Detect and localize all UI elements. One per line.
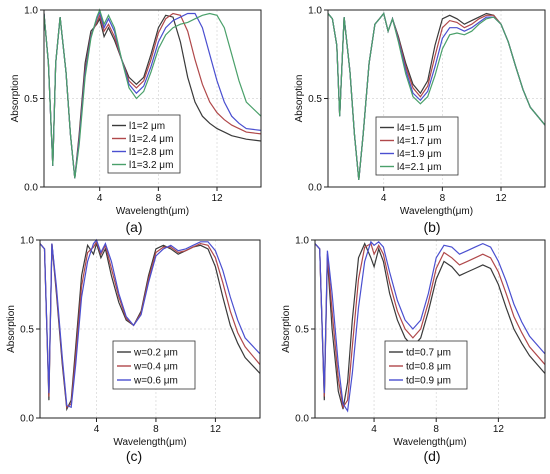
y-tick-label: 0.5 [24, 94, 38, 105]
y-axis-label: Absorption [294, 75, 305, 123]
y-tick-label: 0.0 [308, 183, 322, 194]
x-tick-label: 4 [94, 424, 100, 435]
x-tick-label: 12 [211, 193, 223, 204]
chart-panel-b: 4 8 12 0.0 0.5 1.0 Wavelength(μm) Absorption l4=… [294, 6, 546, 235]
y-axis-label: Absorption [10, 75, 21, 123]
x-tick-label: 12 [495, 193, 507, 204]
x-tick-label: 4 [381, 193, 387, 204]
x-tick-label: 4 [371, 424, 377, 435]
legend-entry: w=0.4 μm [133, 362, 178, 373]
series-line-1 [315, 242, 545, 410]
legend-entry: w=0.6 μm [133, 376, 178, 387]
series-line-3 [40, 238, 260, 409]
x-tick-label: 12 [210, 424, 222, 435]
series-line-4 [328, 12, 545, 180]
y-axis-label: Absorption [6, 305, 17, 353]
legend-entry: l4=1.7 μm [397, 136, 441, 147]
y-tick-label: 0.0 [24, 183, 38, 194]
x-tick-label: 4 [97, 193, 103, 204]
y-tick-label: 0.5 [20, 325, 34, 336]
x-tick-label: 12 [493, 424, 505, 435]
legend-box [375, 116, 459, 176]
legend-entry: td=0.7 μm [406, 348, 451, 359]
y-axis-label: Absorption [281, 305, 292, 353]
x-tick-label: 8 [440, 193, 446, 204]
series-line-2 [315, 242, 545, 409]
series-line-3 [315, 240, 545, 413]
chart-panel-a: 4 8 12 0.0 0.5 1.0 Wavelength(μm) Absorption l1=… [10, 6, 262, 235]
legend-entry: w=0.2 μm [133, 348, 178, 359]
legend-entry: l4=2.1 μm [397, 162, 441, 173]
panel-label: (b) [423, 219, 440, 235]
y-tick-label: 1.0 [295, 236, 309, 247]
legend-entry: l1=2.4 μm [129, 134, 173, 145]
legend-box [384, 340, 468, 390]
chart-panel-c: 4 8 12 0.0 0.5 1.0 Wavelength(μm) Absorption w=0… [6, 236, 261, 464]
legend-entry: l4=1.5 μm [397, 123, 441, 134]
legend-entry: l1=2.8 μm [129, 147, 173, 158]
y-tick-label: 1.0 [24, 6, 38, 17]
y-tick-label: 0.0 [20, 414, 34, 425]
legend-entry: l1=3.2 μm [129, 160, 173, 171]
legend-entry: l1=2 μm [129, 121, 165, 132]
y-tick-label: 1.0 [20, 236, 34, 247]
x-axis-label: Wavelength(μm) [393, 437, 466, 448]
legend-box [112, 340, 196, 390]
panel-label: (c) [126, 448, 142, 464]
legend-box [107, 114, 181, 174]
y-tick-label: 0.0 [295, 414, 309, 425]
panel-label: (d) [423, 448, 440, 464]
x-axis-label: Wavelength(μm) [113, 437, 186, 448]
x-tick-label: 8 [156, 193, 162, 204]
y-tick-label: 0.5 [295, 325, 309, 336]
legend-entry: td=0.9 μm [406, 376, 451, 387]
legend-entry: td=0.8 μm [406, 362, 451, 373]
series-line-4 [44, 8, 261, 179]
y-tick-label: 0.5 [308, 94, 322, 105]
legend-entry: l4=1.9 μm [397, 149, 441, 160]
x-tick-label: 8 [153, 424, 159, 435]
y-tick-label: 1.0 [308, 6, 322, 17]
x-axis-label: Wavelength(μm) [400, 206, 473, 217]
chart-panel-d: 4 8 12 0.0 0.5 1.0 Wavelength(μm) Absorption td=… [281, 236, 546, 464]
x-axis-label: Wavelength(μm) [116, 206, 189, 217]
panel-label: (a) [125, 219, 142, 235]
x-tick-label: 8 [433, 424, 439, 435]
